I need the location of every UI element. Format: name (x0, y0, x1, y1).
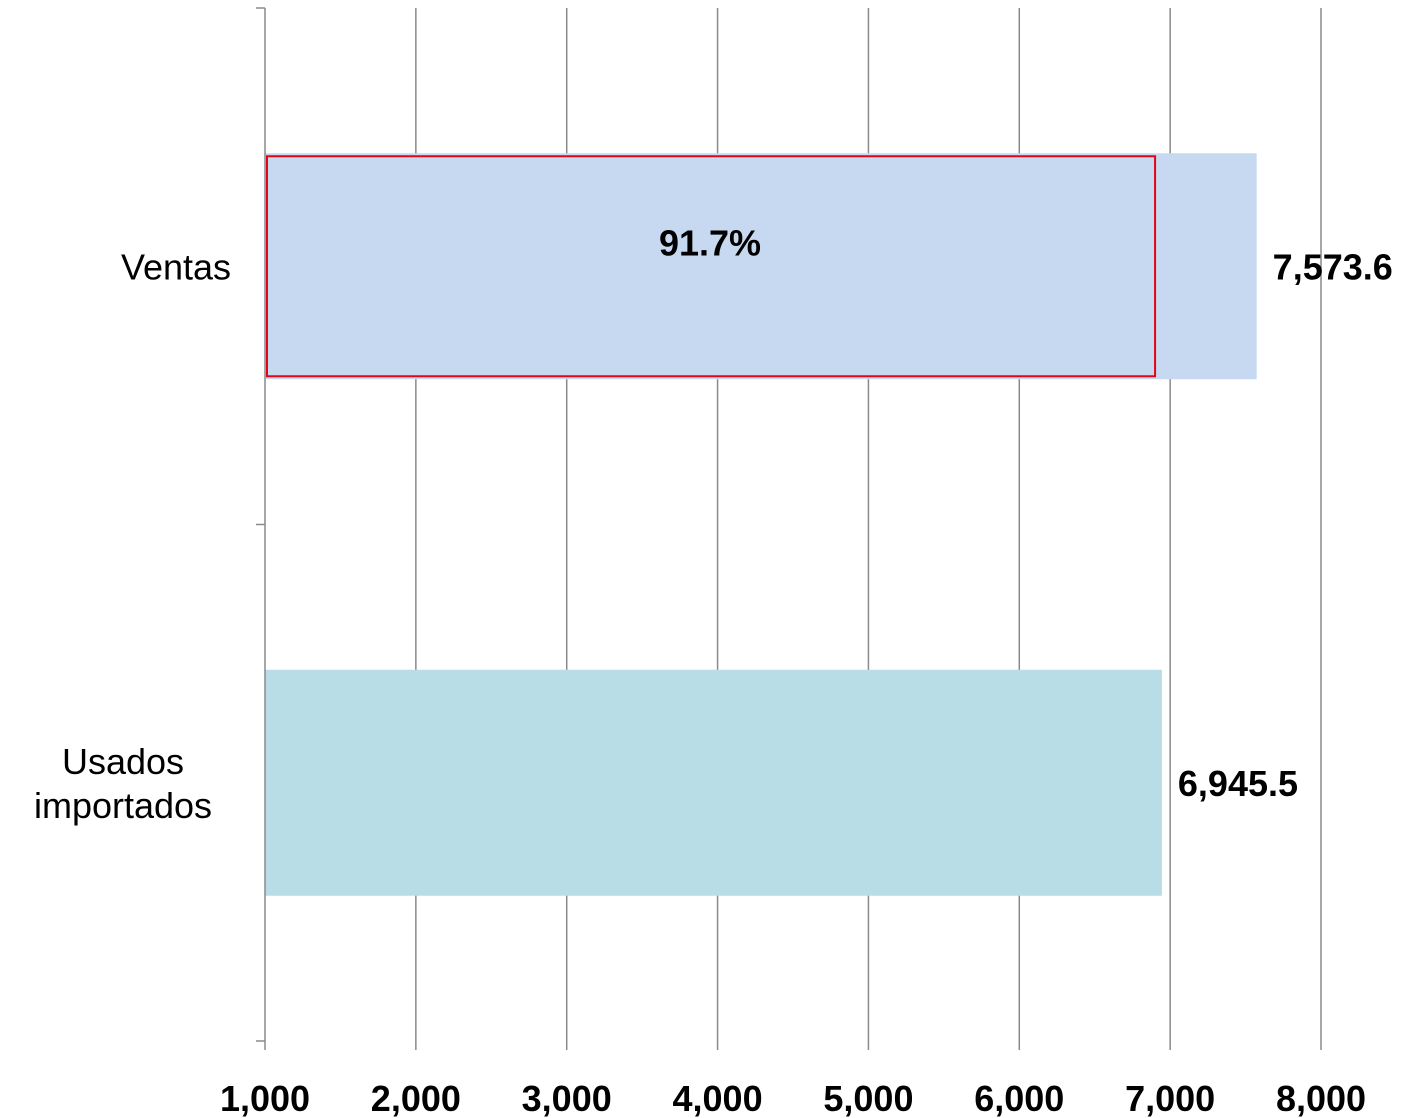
category-label-0: Ventas (121, 246, 231, 287)
x-tick-label: 4,000 (673, 1078, 763, 1118)
x-tick-label: 5,000 (823, 1078, 913, 1118)
x-tick-label: 1,000 (220, 1078, 310, 1118)
annotation-box (266, 155, 1157, 378)
bar-1 (265, 669, 1162, 896)
axes (256, 7, 1322, 1050)
x-tick-label: 6,000 (974, 1078, 1064, 1118)
labels: 1,000 2,000 3,000 4,000 5,000 6,000 7,000 8,000… (34, 222, 1393, 1118)
data-label-1: 6,945.5 (1178, 763, 1298, 804)
category-label-1: Usados importados (34, 741, 212, 826)
x-tick-label: 7,000 (1125, 1078, 1215, 1118)
bar-0 (265, 153, 1257, 380)
x-tick-label: 2,000 (371, 1078, 461, 1118)
x-tick-label: 8,000 (1276, 1078, 1366, 1118)
x-tick-label: 3,000 (522, 1078, 612, 1118)
bars (265, 153, 1257, 896)
annotation-label: 91.7% (659, 222, 761, 263)
data-label-0: 7,573.6 (1273, 246, 1393, 287)
